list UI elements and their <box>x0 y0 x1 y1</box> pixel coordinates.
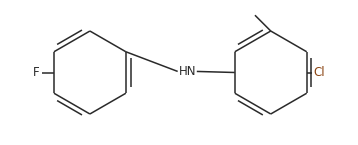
Text: F: F <box>33 66 39 79</box>
Text: HN: HN <box>179 65 196 78</box>
Text: Cl: Cl <box>313 66 325 79</box>
